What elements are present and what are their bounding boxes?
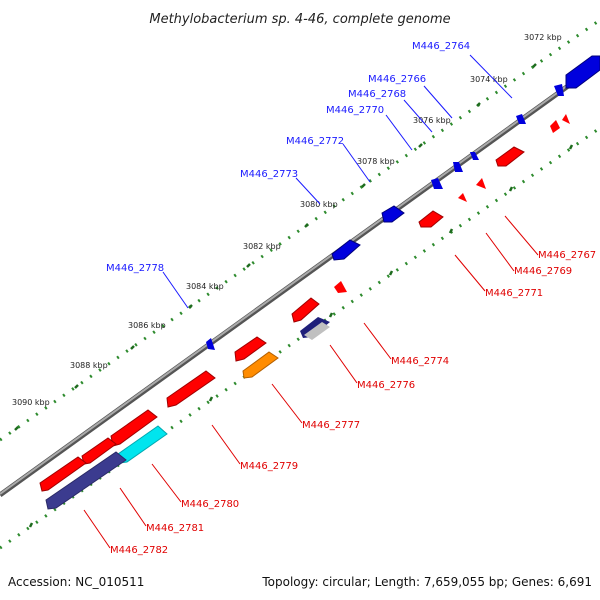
ruler-tick (74, 384, 79, 389)
gene-feature-m446-2776c[interactable] (304, 322, 330, 340)
gene-feature-m446-2769b[interactable] (476, 178, 486, 189)
ruler-tick (418, 143, 423, 148)
forward-strand-features (206, 55, 600, 350)
gene-label[interactable]: M446_2769 (514, 266, 572, 277)
ruler-label: 3078 kbp (357, 157, 395, 166)
gene-label[interactable]: M446_2778 (106, 263, 164, 274)
ruler-tick (532, 63, 537, 68)
ruler-label: 3086 kbp (128, 321, 166, 330)
gene-label[interactable]: M446_2780 (181, 499, 239, 510)
gene-feature-m446-2777[interactable] (234, 336, 267, 362)
gene-feature-m446-2781b[interactable] (45, 451, 127, 510)
gene-label[interactable]: M446_2768 (348, 89, 406, 100)
ruler-label: 3076 kbp (413, 116, 451, 125)
gene-label[interactable]: M446_2776 (357, 380, 415, 391)
gene-feature-m446-2770[interactable] (453, 162, 463, 172)
leader-line (363, 322, 392, 360)
ruler-tick (448, 228, 454, 234)
gene-label[interactable]: M446_2764 (412, 41, 470, 52)
gene-feature-m446-2768[interactable] (470, 152, 479, 160)
ruler-tick (388, 270, 394, 276)
gene-feature-m446-2774[interactable] (334, 281, 347, 293)
gene-feature-m446-2778[interactable] (206, 338, 215, 350)
ruler-tick (130, 345, 135, 350)
ruler-label: 3088 kbp (70, 361, 108, 370)
ruler-label: 3084 kbp (186, 282, 224, 291)
leader-line (162, 271, 189, 309)
leader-line (295, 177, 321, 205)
leader-line (151, 463, 182, 503)
leader-line (119, 487, 147, 527)
gene-feature-m446-2769[interactable] (495, 146, 525, 167)
leader-line (271, 383, 303, 424)
ruler-tick (246, 263, 251, 268)
map-title: Methylobacterium sp. 4-46, complete geno… (149, 12, 450, 27)
ruler-tick (304, 223, 309, 228)
ruler-tick (361, 183, 366, 188)
ruler-label: 3090 kbp (12, 398, 50, 407)
leader-line (504, 215, 539, 256)
leader-line (385, 114, 413, 151)
gene-label[interactable]: M446_2772 (286, 136, 344, 147)
outer-ruler (0, 18, 600, 442)
gene-label[interactable]: M446_2766 (368, 74, 426, 85)
accession-text: Accession: NC_010511 (8, 575, 144, 589)
ruler-tick (28, 522, 34, 528)
genome-backbone-highlight (0, 61, 600, 495)
reverse-gene-labels: M446_2767 M446_2769 M446_2771 M446_2774 … (110, 250, 596, 556)
gene-feature-m446-2764b[interactable] (554, 84, 564, 96)
ruler-label: 3082 kbp (243, 242, 281, 251)
ruler-tick (14, 426, 19, 431)
leader-line (83, 509, 111, 549)
gene-feature-m446-2767[interactable] (562, 114, 570, 124)
gene-feature-m446-2782[interactable] (39, 456, 87, 492)
gene-feature-m446-2766[interactable] (516, 114, 526, 124)
leader-line (454, 254, 486, 292)
gene-label[interactable]: M446_2782 (110, 545, 168, 556)
gene-label[interactable]: M446_2774 (391, 356, 449, 367)
gene-label[interactable]: M446_2767 (538, 250, 596, 261)
ruler-tick (508, 186, 514, 192)
leader-line (211, 424, 241, 465)
leader-line (329, 344, 358, 384)
forward-gene-labels: M446_2764 M446_2766 M446_2768 M446_2770 … (106, 41, 470, 274)
gene-feature-m446-2771[interactable] (418, 210, 444, 228)
ruler-tick (208, 396, 214, 402)
gene-feature-m446-2773b[interactable] (331, 239, 361, 261)
leader-line (423, 85, 453, 119)
gene-feature-m446-2776[interactable] (291, 297, 320, 323)
leader-line (342, 143, 371, 183)
ruler-label: 3072 kbp (524, 33, 562, 42)
ruler-label: 3074 kbp (470, 75, 508, 84)
reverse-strand-features (39, 114, 570, 510)
ruler-tick (476, 102, 481, 107)
gene-label[interactable]: M446_2773 (240, 169, 298, 180)
gene-label[interactable]: M446_2777 (302, 420, 360, 431)
gene-label[interactable]: M446_2770 (326, 105, 384, 116)
forward-label-leaders (162, 54, 513, 309)
ruler-tick (328, 312, 334, 318)
gene-feature-m446-2777b[interactable] (242, 351, 279, 379)
gene-feature-m446-2771b[interactable] (458, 193, 467, 202)
reverse-label-leaders (83, 215, 539, 549)
gene-feature-m446-2773[interactable] (381, 205, 405, 223)
gene-label[interactable]: M446_2781 (146, 523, 204, 534)
ruler-label: 3080 kbp (300, 200, 338, 209)
ruler-labels: 3072 kbp 3074 kbp 3076 kbp 3078 kbp 3080… (12, 33, 562, 407)
gene-label[interactable]: M446_2771 (485, 288, 543, 299)
gene-feature-m446-2767b[interactable] (550, 120, 560, 133)
gene-feature-m446-2772[interactable] (431, 178, 443, 189)
gene-feature-m446-2779[interactable] (166, 370, 216, 408)
gene-label[interactable]: M446_2779 (240, 461, 298, 472)
gene-feature-m446-2764[interactable] (565, 55, 600, 89)
genome-summary-text: Topology: circular; Length: 7,659,055 bp… (261, 575, 592, 589)
leader-line (403, 99, 433, 133)
ruler-tick (568, 144, 574, 150)
leader-line (485, 232, 515, 272)
ruler-tick (188, 304, 193, 309)
leader-line (469, 54, 513, 99)
